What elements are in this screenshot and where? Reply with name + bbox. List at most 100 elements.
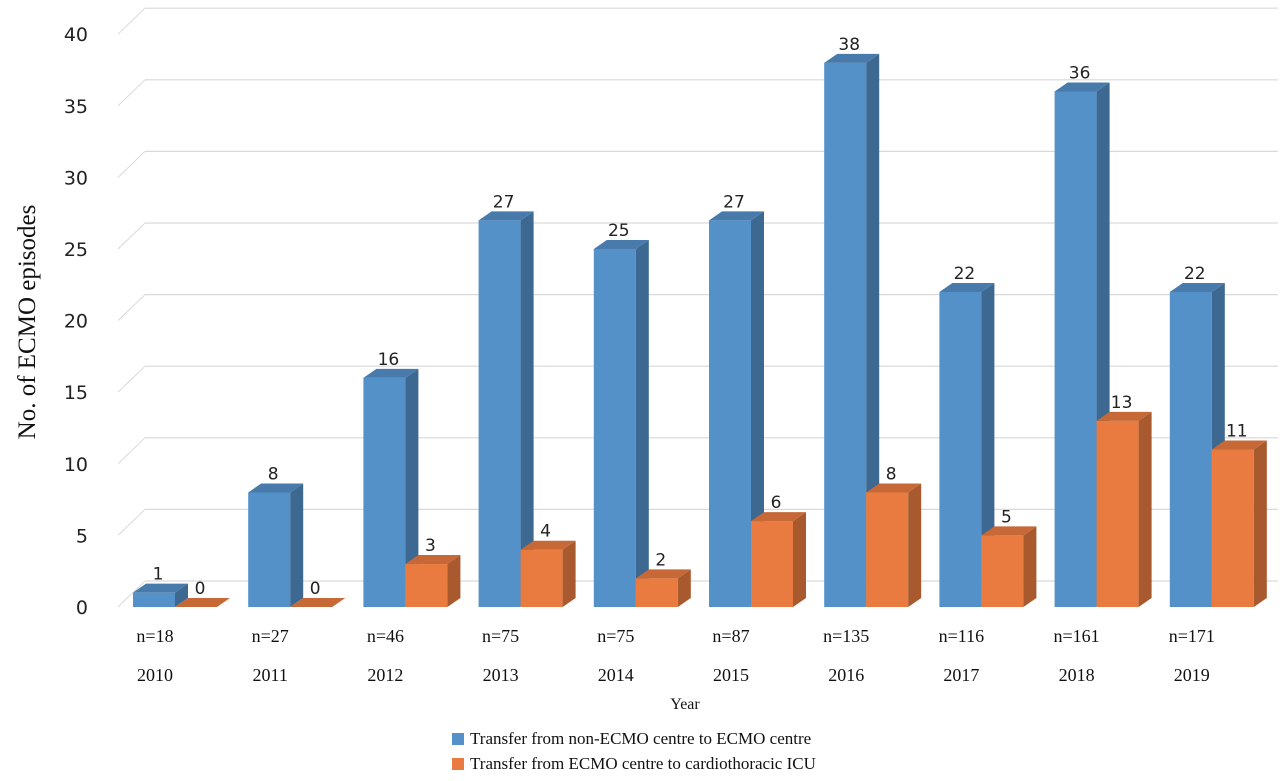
bar-side bbox=[635, 240, 649, 607]
bar-side bbox=[1138, 411, 1152, 607]
bar-top bbox=[405, 555, 461, 565]
bar-orange bbox=[1096, 411, 1152, 607]
bar-side bbox=[562, 540, 576, 607]
sample-size-label: n=75 bbox=[482, 626, 519, 646]
bar-orange bbox=[290, 598, 346, 607]
bar-side bbox=[677, 569, 691, 607]
bar-orange bbox=[520, 540, 576, 607]
gridline-depth bbox=[117, 151, 146, 178]
y-tick-label: 20 bbox=[64, 311, 88, 333]
legend-item-series-2: Transfer from ECMO centre to cardiothora… bbox=[452, 751, 816, 776]
data-label: 22 bbox=[1184, 264, 1206, 284]
gridline-depth bbox=[117, 437, 146, 465]
data-label: 6 bbox=[771, 493, 782, 513]
bar-front bbox=[478, 220, 521, 608]
bar-top bbox=[290, 598, 346, 607]
bar-front bbox=[635, 578, 678, 607]
bar-side bbox=[175, 583, 188, 607]
bar-orange bbox=[175, 598, 230, 607]
bars bbox=[133, 53, 1267, 608]
legend-label: Transfer from ECMO centre to cardiothora… bbox=[470, 753, 816, 773]
bar-orange bbox=[981, 526, 1037, 607]
y-axis-ticks: 0 5 10 15 20 25 30 35 40 bbox=[64, 24, 88, 619]
bar-front bbox=[709, 220, 751, 608]
data-labels: 1 0 8 0 16 3 27 4 25 2 27 6 38 8 22 5 36 13 22 11 bbox=[153, 35, 1248, 599]
bar-top bbox=[1169, 282, 1225, 292]
bar-front bbox=[939, 291, 982, 607]
sample-size-label: n=171 bbox=[1169, 626, 1215, 646]
bar-side bbox=[447, 555, 461, 607]
bar-top bbox=[248, 483, 304, 493]
legend: Transfer from non-ECMO centre to ECMO ce… bbox=[452, 726, 816, 776]
gridline-depth bbox=[117, 365, 146, 393]
data-label: 8 bbox=[268, 464, 279, 484]
year-label: 2017 bbox=[943, 665, 979, 685]
bar-front bbox=[1096, 420, 1139, 607]
x-axis-label: Year bbox=[670, 696, 700, 713]
bar-orange bbox=[405, 555, 461, 607]
bar-top bbox=[1054, 82, 1110, 92]
bar-blue bbox=[478, 211, 534, 608]
legend-swatch-orange bbox=[452, 757, 464, 770]
y-tick-label: 5 bbox=[76, 525, 88, 547]
bar-orange bbox=[751, 512, 806, 607]
data-label: 11 bbox=[1226, 421, 1248, 441]
bar-side bbox=[751, 211, 764, 608]
gridline-depth bbox=[117, 7, 146, 35]
sample-size-label: n=46 bbox=[367, 626, 404, 646]
bar-top bbox=[175, 598, 230, 607]
sample-size-label: n=161 bbox=[1054, 626, 1100, 646]
bar-front bbox=[824, 62, 867, 607]
y-axis-label: No. of ECMO episodes bbox=[14, 205, 41, 440]
bar-front bbox=[1211, 449, 1254, 607]
bar-top bbox=[1096, 411, 1152, 421]
legend-label: Transfer from non-ECMO centre to ECMO ce… bbox=[470, 728, 812, 748]
y-tick-label: 25 bbox=[64, 239, 88, 261]
data-label: 36 bbox=[1069, 63, 1091, 83]
data-label: 22 bbox=[954, 264, 976, 284]
bar-front bbox=[593, 249, 636, 607]
sample-size-label: n=135 bbox=[823, 626, 869, 646]
data-label: 13 bbox=[1111, 393, 1133, 413]
bar-top bbox=[1211, 440, 1267, 450]
bar-front bbox=[248, 492, 291, 607]
bar-front bbox=[1169, 291, 1212, 607]
bar-blue bbox=[363, 368, 419, 607]
year-label: 2019 bbox=[1174, 665, 1210, 685]
sample-size-label: n=75 bbox=[597, 626, 634, 646]
bar-front bbox=[751, 521, 793, 607]
bar-blue bbox=[939, 282, 995, 607]
data-label: 2 bbox=[655, 550, 666, 570]
year-label: 2010 bbox=[137, 665, 173, 685]
bar-front bbox=[981, 535, 1024, 607]
gridline-depth bbox=[117, 222, 146, 250]
sample-size-label: n=87 bbox=[712, 626, 749, 646]
bar-side bbox=[1023, 526, 1037, 607]
bar-top bbox=[478, 211, 534, 221]
year-label: 2013 bbox=[483, 665, 519, 685]
x-axis-ticks: n=18 2010 n=27 2011 n=46 2012 n=75 2013 n=75 2014… bbox=[136, 626, 1214, 685]
data-label: 16 bbox=[378, 350, 400, 370]
bar-side bbox=[405, 368, 419, 607]
year-label: 2016 bbox=[828, 665, 864, 685]
bar-top bbox=[133, 583, 188, 593]
data-label: 4 bbox=[540, 522, 551, 542]
bar-top bbox=[939, 282, 995, 292]
bar-top bbox=[593, 240, 649, 249]
bar-blue bbox=[1054, 82, 1110, 608]
bar-top bbox=[709, 211, 764, 221]
data-label: 3 bbox=[425, 536, 436, 556]
bar-top bbox=[981, 526, 1037, 536]
bar-blue bbox=[593, 240, 649, 607]
gridline-depth bbox=[117, 509, 146, 536]
y-tick-label: 35 bbox=[64, 96, 88, 118]
bar-orange bbox=[635, 569, 691, 607]
bar-top bbox=[363, 368, 419, 378]
bar-top bbox=[824, 53, 880, 63]
sample-size-label: n=116 bbox=[939, 626, 984, 646]
bar-top bbox=[866, 483, 922, 493]
bar-side bbox=[1253, 440, 1267, 607]
sample-size-label: n=27 bbox=[252, 626, 289, 646]
data-label: 1 bbox=[153, 565, 164, 585]
data-label: 8 bbox=[886, 464, 897, 484]
